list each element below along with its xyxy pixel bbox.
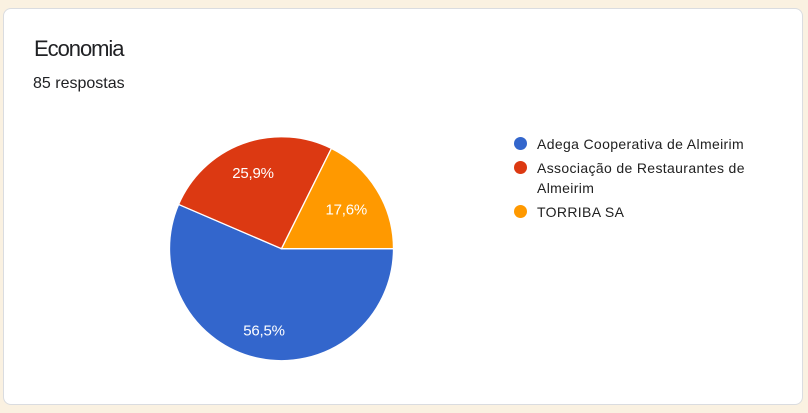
svg-text:17,6%: 17,6%: [326, 202, 368, 219]
svg-text:25,9%: 25,9%: [232, 165, 274, 182]
svg-text:56,5%: 56,5%: [243, 323, 285, 340]
